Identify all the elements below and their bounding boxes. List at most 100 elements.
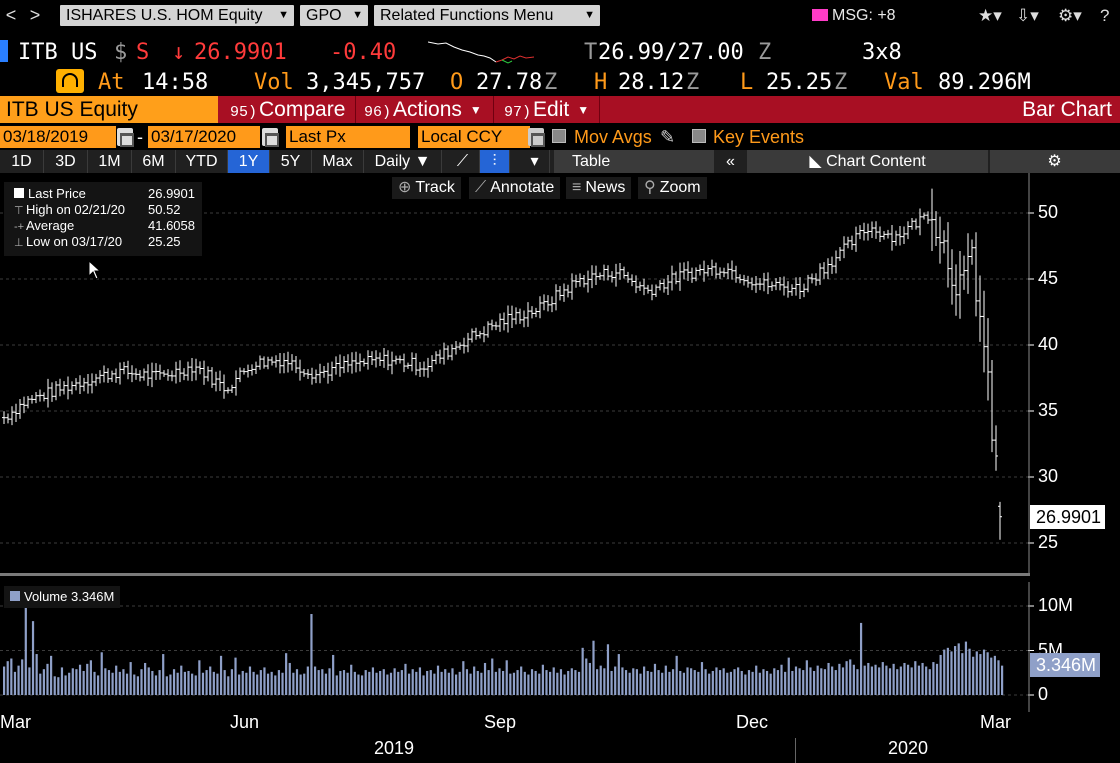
volume-bar: [726, 672, 729, 695]
price-bar: [274, 355, 278, 368]
price-bar: [322, 365, 326, 378]
frequency-dropdown[interactable]: Daily ▼: [364, 150, 442, 173]
price-bar: [566, 284, 570, 298]
panel-divider[interactable]: [0, 573, 1030, 576]
x-tick-sep: Sep: [484, 712, 517, 732]
export-icon[interactable]: ⇩▾: [1016, 6, 1039, 25]
period-ytd[interactable]: YTD: [176, 150, 228, 173]
chart-content-button[interactable]: ◣ Chart Content: [748, 150, 988, 173]
function-menu-button[interactable]: GPO ▼: [300, 5, 368, 26]
related-functions-menu-button[interactable]: Related Functions Menu ▼: [374, 5, 600, 26]
volume-bar: [697, 671, 700, 695]
high-label: H: [594, 70, 608, 95]
volume-bar: [21, 659, 24, 695]
chart-settings-gear-icon[interactable]: ⚙: [990, 150, 1120, 173]
price-bar: [790, 284, 794, 296]
messages-button[interactable]: MSG: +8: [812, 5, 896, 27]
price-bar: [818, 263, 822, 285]
volume-bar: [494, 671, 497, 695]
start-date-input[interactable]: 03/18/2019: [0, 126, 116, 148]
volume-bar: [628, 672, 631, 695]
collapse-panel-icon[interactable]: «: [714, 150, 748, 173]
volume-bar: [838, 663, 841, 695]
price-bar: [726, 263, 730, 279]
table-button[interactable]: Table: [554, 150, 714, 173]
envelope-icon: [812, 9, 828, 21]
price-bar: [746, 275, 750, 288]
settings-gear-icon[interactable]: ⚙▾: [1058, 6, 1082, 25]
edit-menu[interactable]: 97)Edit ▼: [500, 96, 600, 123]
period-3d[interactable]: 3D: [44, 150, 88, 173]
annotate-button[interactable]: ⟋ Annotate: [469, 177, 561, 199]
volume-bar: [3, 666, 6, 695]
price-bar: [94, 373, 98, 387]
price-bar: [426, 357, 430, 378]
volume-bar: [234, 657, 237, 695]
line-chart-icon[interactable]: ⟋: [446, 150, 480, 173]
price-bar: [330, 361, 334, 382]
end-date-input[interactable]: 03/17/2020: [148, 126, 260, 148]
chart-style-dropdown-icon[interactable]: ▾: [520, 150, 550, 173]
currency-dropdown-icon[interactable]: [528, 128, 545, 147]
price-bar: [554, 284, 558, 311]
help-icon[interactable]: ?: [1100, 6, 1110, 25]
pencil-icon[interactable]: ✎: [660, 127, 676, 147]
back-arrow-icon[interactable]: <: [5, 5, 17, 25]
price-bar: [46, 378, 50, 408]
key-events-checkbox[interactable]: [692, 129, 706, 143]
bar-chart-icon[interactable]: ⫶: [480, 150, 510, 173]
volume-bar: [700, 662, 704, 695]
news-button[interactable]: ≡ News: [566, 177, 632, 199]
year-separator: [795, 738, 796, 763]
security-menu-button[interactable]: ISHARES U.S. HOM Equity ▼: [60, 5, 294, 26]
track-button[interactable]: ⊕ Track: [392, 177, 461, 199]
calendar-icon[interactable]: [117, 128, 134, 147]
price-bar: [118, 362, 122, 385]
period-1m[interactable]: 1M: [88, 150, 132, 173]
price-chart[interactable]: [0, 173, 1120, 573]
price-bar: [2, 411, 6, 425]
price-bar: [542, 294, 546, 311]
volume-bar: [733, 669, 736, 695]
volume-bar: [737, 667, 740, 695]
volume-chart[interactable]: [0, 582, 1120, 712]
period-1y[interactable]: 1Y: [228, 150, 270, 173]
price-bar: [674, 271, 678, 285]
volume-bar: [932, 662, 935, 695]
price-bar: [150, 362, 154, 388]
price-bar: [582, 275, 586, 288]
actions-menu[interactable]: 96)Actions ▼: [360, 96, 494, 123]
volume-bar: [682, 672, 685, 695]
field-selector[interactable]: Last Px: [286, 126, 410, 148]
compare-menu[interactable]: 95)Compare: [226, 96, 356, 123]
period-max[interactable]: Max: [312, 150, 364, 173]
period-5y[interactable]: 5Y: [270, 150, 312, 173]
volume-bar: [585, 658, 588, 695]
zoom-button[interactable]: ⚲ Zoom: [638, 177, 707, 199]
price-bar: [138, 370, 142, 382]
messages-label: MSG: +8: [832, 7, 896, 24]
volume-bar: [661, 672, 664, 695]
period-6m[interactable]: 6M: [132, 150, 176, 173]
volume-bar: [263, 667, 266, 695]
price-bar: [18, 399, 22, 419]
price-bar: [466, 332, 470, 353]
price-bar: [198, 361, 202, 375]
volume-bar: [187, 670, 190, 695]
volume-bar: [118, 671, 121, 695]
volume-bar: [892, 663, 895, 695]
calendar-icon[interactable]: [262, 128, 279, 147]
mov-avgs-checkbox[interactable]: [552, 129, 566, 143]
security-field[interactable]: ITB US Equity: [0, 96, 218, 123]
bid-ask-suffix: Z: [758, 40, 772, 65]
price-bar: [454, 341, 458, 355]
last-price: 26.9901: [194, 40, 287, 65]
period-1d[interactable]: 1D: [0, 150, 44, 173]
volume-bar: [292, 672, 295, 695]
currency-selector[interactable]: Local CCY: [418, 126, 530, 148]
forward-arrow-icon[interactable]: >: [29, 5, 41, 25]
volume-bar: [386, 674, 389, 695]
price-bar: [734, 265, 738, 283]
favorites-star-icon[interactable]: ★▾: [978, 6, 1002, 25]
actions-label: Actions: [393, 98, 462, 121]
